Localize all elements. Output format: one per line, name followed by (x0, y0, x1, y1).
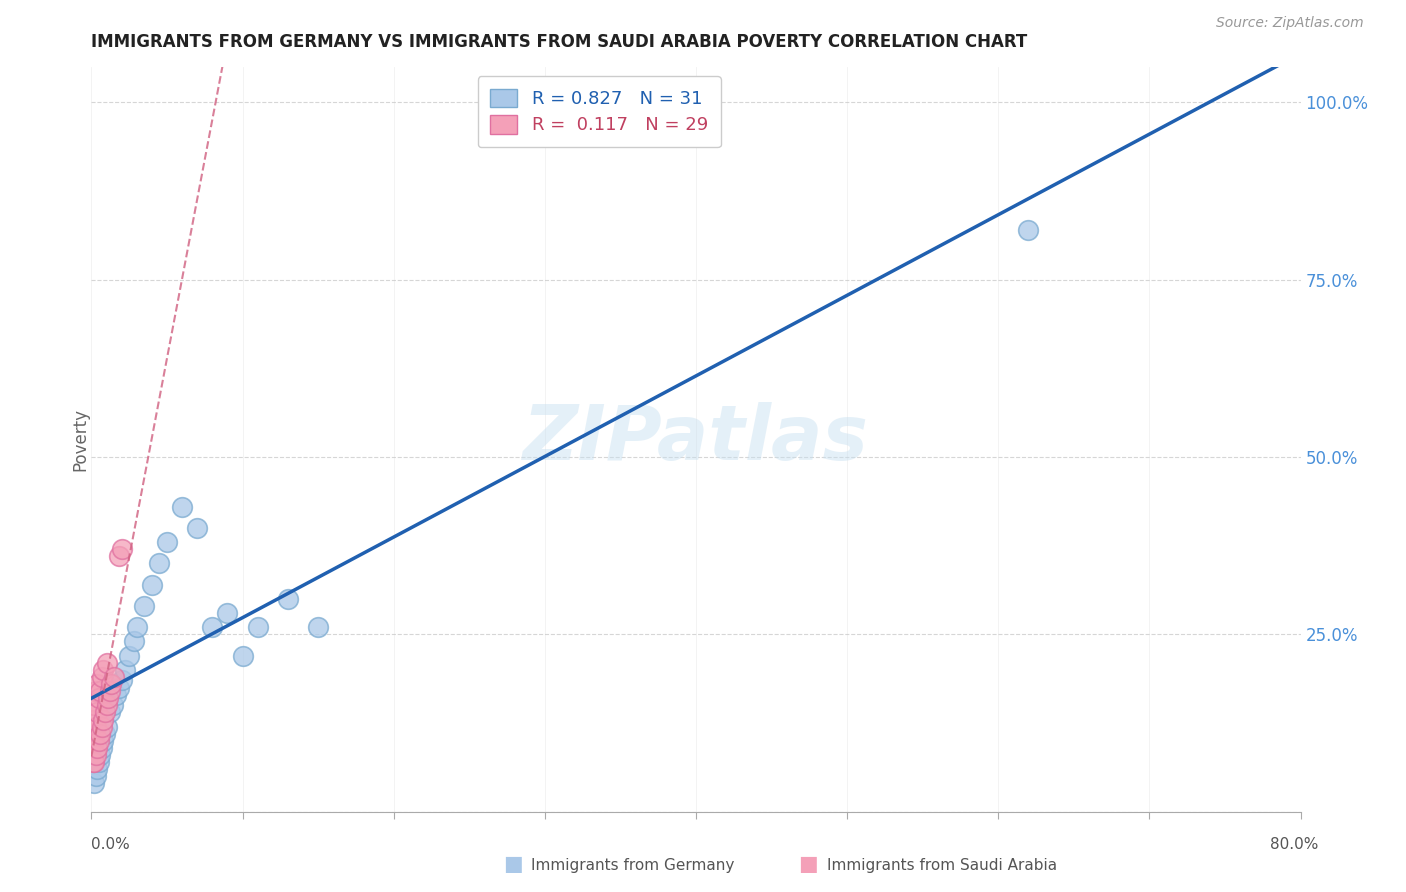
Point (96, 698, 118, 713)
Point (217, 606, 239, 620)
Point (93, 713, 115, 727)
Text: 80.0%: 80.0% (1271, 838, 1319, 852)
Point (201, 620, 224, 634)
Point (107, 681, 129, 695)
Point (98, 684, 121, 698)
Text: Immigrants from Saudi Arabia: Immigrants from Saudi Arabia (827, 858, 1057, 872)
Point (134, 599, 156, 613)
Point (86, 762, 108, 776)
Text: ■: ■ (799, 854, 818, 873)
Point (84, 769, 107, 783)
Point (277, 591, 299, 606)
Point (94, 727, 117, 741)
Point (96, 720, 118, 734)
Point (82, 733, 104, 747)
Text: 0.0%: 0.0% (91, 838, 131, 852)
Point (82, 755, 104, 769)
Point (111, 673, 132, 688)
Point (83, 698, 105, 713)
Point (89, 684, 111, 698)
Point (186, 521, 208, 535)
Point (91, 740, 114, 755)
Point (156, 535, 179, 549)
Point (96, 656, 118, 670)
Point (307, 620, 329, 634)
Point (86, 677, 108, 691)
Point (107, 549, 129, 564)
Text: ZIPatlas: ZIPatlas (523, 402, 869, 476)
Point (231, 648, 253, 663)
Point (100, 677, 122, 691)
Point (84, 747, 107, 762)
Point (86, 740, 108, 755)
Point (246, 620, 269, 634)
Point (91, 720, 114, 734)
Point (83, 733, 105, 747)
Point (118, 648, 141, 663)
Point (87, 691, 110, 706)
Point (101, 698, 124, 713)
Point (125, 620, 148, 634)
Point (87, 755, 110, 769)
Text: Immigrants from Germany: Immigrants from Germany (531, 858, 735, 872)
Point (87, 733, 110, 747)
Point (98, 706, 121, 720)
Point (83, 755, 105, 769)
Text: ■: ■ (503, 854, 523, 873)
Point (89, 727, 111, 741)
Point (84, 684, 107, 698)
Point (93, 733, 115, 747)
Point (89, 747, 111, 762)
Point (122, 634, 145, 648)
Text: Source: ZipAtlas.com: Source: ZipAtlas.com (1216, 16, 1364, 29)
Point (114, 663, 136, 677)
Point (97, 691, 120, 706)
Point (83, 776, 105, 790)
Point (94, 706, 117, 720)
Y-axis label: Poverty: Poverty (72, 408, 89, 471)
Point (172, 500, 194, 514)
Point (148, 557, 170, 571)
Point (104, 688, 127, 702)
Point (82, 713, 104, 727)
Point (103, 670, 125, 684)
Legend: R = 0.827   N = 31, R =  0.117   N = 29: R = 0.827 N = 31, R = 0.117 N = 29 (478, 76, 721, 147)
Text: IMMIGRANTS FROM GERMANY VS IMMIGRANTS FROM SAUDI ARABIA POVERTY CORRELATION CHAR: IMMIGRANTS FROM GERMANY VS IMMIGRANTS FR… (91, 34, 1028, 52)
Point (91, 670, 114, 684)
Point (111, 542, 132, 557)
Point (84, 720, 107, 734)
Point (1018, 223, 1040, 237)
Point (93, 663, 115, 677)
Point (86, 706, 108, 720)
Point (141, 578, 163, 592)
